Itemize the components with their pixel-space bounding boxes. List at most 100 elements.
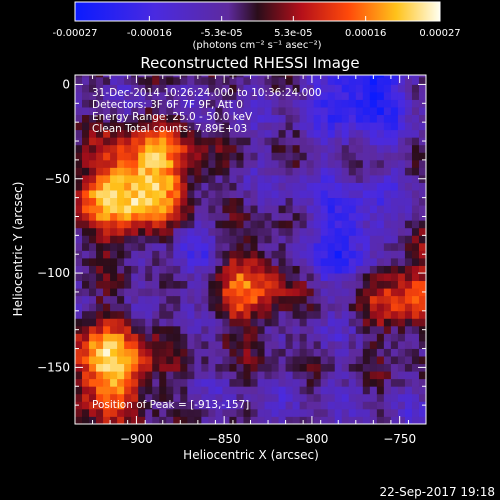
heatmap-cell (173, 257, 181, 266)
heatmap-cell (264, 107, 272, 116)
heatmap-cell (145, 378, 153, 387)
heatmap-cell (348, 107, 357, 116)
heatmap-cell (243, 167, 251, 176)
heatmap-cell (187, 159, 195, 168)
heatmap-cell (229, 325, 237, 334)
heatmap-cell (89, 303, 97, 312)
heatmap-cell (341, 129, 350, 138)
heatmap-cell (313, 75, 322, 78)
heatmap-cell (201, 393, 209, 402)
heatmap-cell (103, 348, 111, 357)
heatmap-cell (124, 295, 132, 304)
peak-position-label: Position of Peak = [-913,-157] (92, 399, 249, 411)
heatmap-cell (208, 159, 216, 168)
heatmap-cell (362, 75, 371, 78)
heatmap-cell (397, 333, 406, 342)
heatmap-cell (404, 378, 413, 387)
heatmap-cell (264, 280, 272, 289)
heatmap-cell (362, 76, 371, 85)
heatmap-cell (222, 205, 230, 214)
heatmap-cell (250, 288, 258, 297)
heatmap-cell (271, 91, 279, 100)
heatmap-cell (369, 310, 378, 319)
heatmap-cell (208, 303, 216, 312)
heatmap-cell (362, 212, 371, 221)
heatmap-cell (131, 416, 139, 424)
heatmap-cell (124, 408, 132, 417)
heatmap-cell (173, 114, 181, 123)
heatmap-cell (222, 76, 230, 85)
heatmap-cell (180, 99, 188, 108)
heatmap-cell (376, 159, 385, 168)
heatmap-cell (278, 363, 286, 372)
heatmap-cell (390, 333, 399, 342)
heatmap-cell (348, 408, 357, 417)
heatmap-cell (369, 401, 378, 410)
heatmap-cell (285, 288, 294, 297)
heatmap-cell (89, 114, 97, 123)
heatmap-cell (243, 273, 251, 282)
heatmap-cell (271, 144, 279, 153)
heatmap-cell (215, 91, 223, 100)
heatmap-cell (215, 205, 223, 214)
heatmap-cell (397, 371, 406, 380)
heatmap-cell (222, 257, 230, 266)
heatmap-cell (103, 122, 111, 131)
heatmap-cell (320, 99, 329, 108)
heatmap-cell (82, 84, 90, 93)
heatmap-cell (362, 129, 371, 138)
heatmap-cell (222, 159, 230, 168)
heatmap-cell (82, 144, 90, 153)
heatmap-cell (173, 386, 181, 395)
heatmap-cell (138, 401, 146, 410)
heatmap-cell (96, 386, 104, 395)
heatmap-cell (208, 212, 216, 221)
heatmap-cell (110, 99, 118, 108)
heatmap-cell (390, 84, 399, 93)
heatmap-cell (299, 91, 308, 100)
heatmap-cell (159, 401, 167, 410)
heatmap-cell (264, 174, 272, 183)
heatmap-cell (362, 265, 371, 274)
heatmap-cell (117, 129, 125, 138)
heatmap-cell (75, 190, 83, 199)
heatmap-cell (355, 190, 364, 199)
heatmap-cell (383, 363, 392, 372)
heatmap-cell (397, 197, 406, 206)
heatmap-cell (173, 144, 181, 153)
heatmap-cell (278, 250, 286, 259)
heatmap-cell (271, 340, 279, 349)
heatmap-cell (173, 197, 181, 206)
heatmap-cell (285, 227, 294, 236)
heatmap-cell (285, 137, 294, 146)
heatmap-cell (166, 144, 174, 153)
heatmap-cell (236, 174, 244, 183)
heatmap-cell (173, 174, 181, 183)
heatmap-cell (383, 190, 392, 199)
heatmap-cell (355, 265, 364, 274)
heatmap-cell (362, 340, 371, 349)
heatmap-cell (96, 280, 104, 289)
heatmap-cell (96, 288, 104, 297)
heatmap-cell (376, 76, 385, 85)
heatmap-cell (131, 212, 139, 221)
heatmap-cell (215, 227, 223, 236)
heatmap-cell (201, 190, 209, 199)
heatmap-cell (369, 408, 378, 417)
heatmap-cell (82, 250, 90, 259)
heatmap-cell (299, 363, 308, 372)
heatmap-cell (362, 159, 371, 168)
heatmap-cell (257, 378, 265, 387)
heatmap-cell (208, 91, 216, 100)
heatmap-cell (103, 76, 111, 85)
heatmap-cell (285, 416, 294, 424)
heatmap-cell (411, 197, 420, 206)
heatmap-cell (278, 152, 286, 161)
heatmap-cell (278, 76, 286, 85)
heatmap-cell (411, 408, 420, 417)
heatmap-cell (145, 295, 153, 304)
heatmap-cell (271, 416, 279, 424)
heatmap-cell (418, 107, 426, 116)
heatmap-cell (124, 273, 132, 282)
heatmap-cell (299, 129, 308, 138)
